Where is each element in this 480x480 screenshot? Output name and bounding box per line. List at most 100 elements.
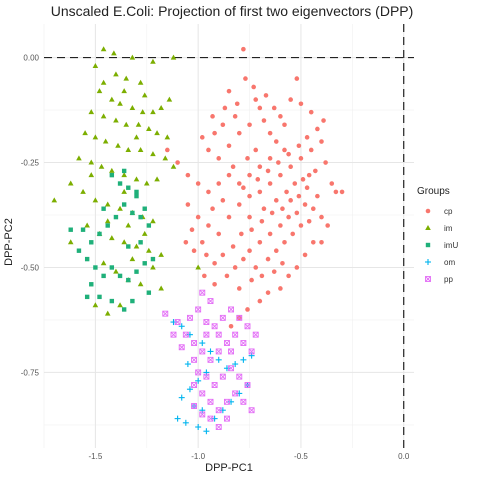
data-point-cp: [199, 135, 205, 140]
data-point-im: [141, 92, 148, 98]
data-point-imU: [68, 227, 73, 232]
data-point-im: [104, 201, 111, 207]
data-point-cp: [259, 273, 265, 279]
data-point-im: [92, 62, 99, 68]
data-point-pp: [191, 356, 198, 363]
data-point-cp: [239, 231, 244, 237]
data-point-cp: [257, 164, 263, 170]
data-point-imU: [121, 168, 127, 174]
data-point-pp: [199, 348, 206, 355]
data-point-im: [100, 260, 107, 266]
data-point-im: [154, 130, 160, 136]
data-point-pp: [195, 306, 202, 313]
data-point-cp: [189, 227, 195, 233]
data-point-pp: [228, 306, 235, 313]
data-point-cp: [273, 248, 279, 253]
data-point-imU: [93, 265, 98, 270]
series-im: [51, 46, 201, 316]
data-point-pp: [244, 382, 251, 388]
data-point-cp: [195, 214, 201, 220]
data-point-im: [115, 142, 121, 148]
data-point-cp: [267, 130, 273, 136]
data-point-pp: [207, 356, 214, 363]
data-point-cp: [241, 46, 246, 52]
data-point-cp: [224, 273, 230, 279]
data-point-cp: [288, 198, 293, 203]
data-point-pp: [223, 398, 230, 405]
data-point-imU: [109, 172, 115, 178]
data-point-cp: [265, 168, 271, 174]
data-point-cp: [259, 219, 265, 224]
data-point-pp: [223, 340, 230, 346]
data-point-cp: [185, 172, 191, 178]
data-point-pp: [211, 382, 218, 388]
data-point-imU: [84, 294, 90, 300]
data-point-im: [121, 239, 127, 245]
data-point-im: [164, 134, 171, 140]
legend-key-cp: [425, 208, 431, 214]
data-point-pp: [191, 340, 198, 346]
data-point-im: [51, 197, 58, 203]
data-point-om: [178, 394, 185, 401]
data-point-cp: [212, 130, 217, 136]
data-point-cp: [257, 298, 263, 304]
data-point-cp: [199, 239, 205, 245]
data-point-cp: [247, 193, 252, 199]
data-point-cp: [236, 286, 242, 291]
data-point-im: [92, 302, 99, 308]
data-point-pp: [191, 403, 198, 409]
data-point-im: [104, 218, 111, 224]
data-point-imU: [130, 298, 135, 304]
data-point-cp: [220, 122, 226, 128]
data-point-im: [100, 79, 107, 85]
data-point-imU: [138, 240, 143, 245]
data-point-imU: [126, 185, 131, 190]
data-point-cp: [175, 160, 180, 165]
data-point-pp: [219, 314, 226, 321]
reference-lines: [44, 24, 414, 448]
data-point-im: [154, 176, 160, 182]
data-point-im: [143, 180, 150, 186]
data-point-cp: [263, 93, 269, 98]
data-point-cp: [253, 97, 259, 102]
data-point-pp: [178, 344, 185, 351]
data-point-pp: [174, 319, 181, 326]
data-point-cp: [278, 114, 283, 119]
data-point-cp: [183, 239, 189, 245]
data-point-imU: [101, 206, 106, 211]
data-point-pp: [199, 390, 206, 397]
data-point-imU: [89, 282, 94, 287]
data-point-cp: [234, 101, 240, 107]
data-point-im: [150, 151, 156, 157]
data-point-imU: [105, 223, 110, 228]
data-point-cp: [204, 252, 209, 258]
data-point-cp: [261, 118, 267, 123]
data-point-im: [121, 88, 127, 94]
data-point-imU: [80, 227, 86, 232]
data-point-cp: [232, 114, 238, 119]
data-point-im: [84, 222, 90, 228]
data-point-cp: [245, 307, 250, 312]
data-point-cp: [286, 151, 291, 157]
data-point-imU: [134, 189, 139, 195]
data-point-om: [240, 356, 247, 363]
data-point-cp: [294, 265, 300, 270]
data-point-cp: [298, 156, 304, 161]
data-point-im: [133, 134, 140, 140]
data-point-im: [117, 100, 123, 106]
data-point-pp: [240, 398, 247, 405]
data-point-cp: [257, 239, 263, 245]
data-point-om: [195, 377, 202, 384]
data-point-imU: [126, 244, 131, 249]
data-point-pp: [232, 331, 239, 338]
data-point-cp: [282, 239, 287, 245]
data-point-cp: [286, 273, 291, 279]
data-point-im: [162, 155, 169, 161]
data-point-pp: [203, 373, 210, 380]
legend-key-pp: [425, 276, 431, 282]
data-point-cp: [222, 105, 228, 111]
data-point-cp: [220, 252, 226, 258]
data-point-im: [113, 117, 119, 123]
data-point-cp: [319, 139, 324, 144]
data-point-cp: [220, 198, 226, 203]
